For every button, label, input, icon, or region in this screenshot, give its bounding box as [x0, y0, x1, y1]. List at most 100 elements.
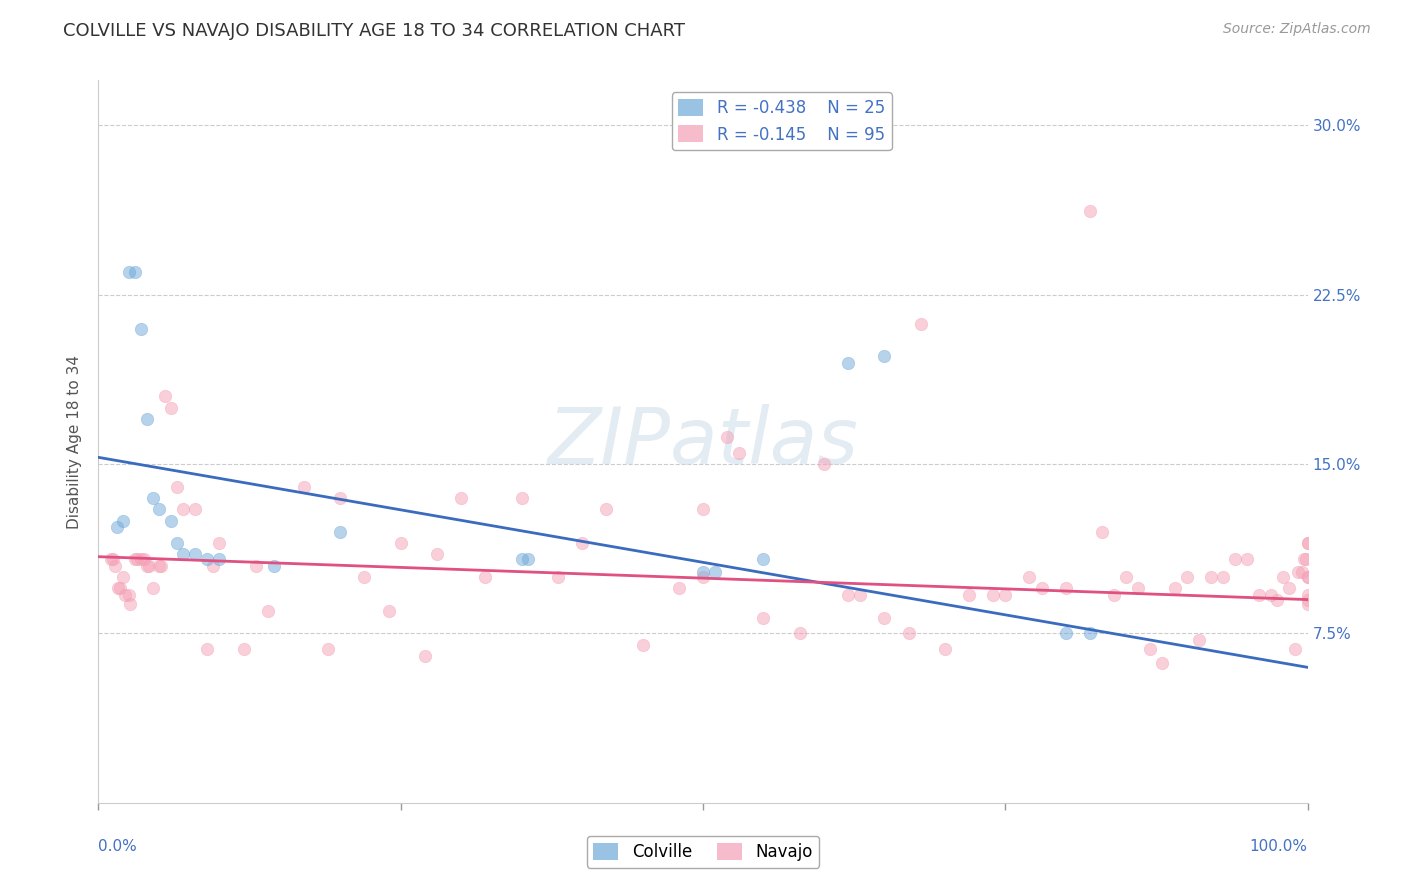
Point — [1115, 570, 1137, 584]
Point — [166, 536, 188, 550]
Point — [263, 558, 285, 573]
Point — [100, 552, 122, 566]
Point — [129, 321, 152, 335]
Point — [1296, 570, 1319, 584]
Point — [148, 558, 170, 573]
Point — [752, 552, 775, 566]
Point — [353, 570, 375, 584]
Point — [1018, 570, 1040, 584]
Point — [389, 536, 412, 550]
Point — [1078, 626, 1101, 640]
Point — [1031, 582, 1053, 596]
Point — [849, 588, 872, 602]
Point — [692, 566, 714, 580]
Point — [195, 642, 218, 657]
Point — [118, 265, 141, 279]
Point — [1295, 552, 1317, 566]
Point — [1152, 656, 1174, 670]
Point — [108, 582, 131, 596]
Point — [752, 610, 775, 624]
Point — [1291, 566, 1313, 580]
Legend: Colville, Navajo: Colville, Navajo — [586, 836, 820, 868]
Point — [516, 552, 538, 566]
Point — [329, 524, 352, 539]
Point — [124, 552, 146, 566]
Point — [813, 457, 835, 471]
Point — [292, 480, 315, 494]
Point — [124, 265, 146, 279]
Point — [329, 491, 352, 505]
Point — [166, 480, 188, 494]
Point — [1054, 582, 1077, 596]
Point — [595, 502, 617, 516]
Point — [873, 349, 896, 363]
Point — [716, 430, 738, 444]
Point — [195, 552, 218, 566]
Point — [129, 552, 152, 566]
Point — [1139, 642, 1161, 657]
Point — [160, 514, 183, 528]
Point — [837, 588, 859, 602]
Point — [104, 558, 127, 573]
Point — [1296, 597, 1319, 611]
Point — [135, 412, 157, 426]
Point — [1278, 582, 1301, 596]
Point — [101, 552, 124, 566]
Point — [631, 638, 654, 652]
Text: 100.0%: 100.0% — [1250, 838, 1308, 854]
Point — [450, 491, 472, 505]
Point — [377, 604, 399, 618]
Point — [107, 582, 129, 596]
Point — [1272, 570, 1295, 584]
Point — [1102, 588, 1125, 602]
Point — [1223, 552, 1246, 566]
Point — [111, 514, 134, 528]
Point — [1284, 642, 1306, 657]
Point — [934, 642, 956, 657]
Point — [426, 548, 449, 562]
Point — [172, 548, 194, 562]
Point — [789, 626, 811, 640]
Point — [1054, 626, 1077, 640]
Point — [981, 588, 1004, 602]
Point — [704, 566, 727, 580]
Point — [474, 570, 496, 584]
Point — [897, 626, 920, 640]
Point — [1286, 566, 1309, 580]
Point — [172, 502, 194, 516]
Point — [873, 610, 896, 624]
Point — [114, 588, 136, 602]
Point — [1249, 588, 1271, 602]
Point — [1260, 588, 1282, 602]
Point — [118, 588, 141, 602]
Point — [1296, 536, 1319, 550]
Point — [232, 642, 254, 657]
Text: ZIPatlas: ZIPatlas — [547, 403, 859, 480]
Point — [127, 552, 149, 566]
Text: Source: ZipAtlas.com: Source: ZipAtlas.com — [1223, 22, 1371, 37]
Point — [105, 520, 128, 534]
Point — [202, 558, 225, 573]
Point — [547, 570, 569, 584]
Legend: R = -0.438    N = 25, R = -0.145    N = 95: R = -0.438 N = 25, R = -0.145 N = 95 — [672, 92, 891, 150]
Point — [111, 570, 134, 584]
Point — [571, 536, 593, 550]
Point — [957, 588, 980, 602]
Point — [1091, 524, 1114, 539]
Point — [1188, 633, 1211, 648]
Point — [135, 558, 157, 573]
Point — [910, 317, 932, 331]
Point — [728, 446, 751, 460]
Y-axis label: Disability Age 18 to 34: Disability Age 18 to 34 — [67, 354, 83, 529]
Point — [692, 502, 714, 516]
Point — [184, 548, 207, 562]
Point — [413, 648, 436, 663]
Point — [150, 558, 173, 573]
Point — [1267, 592, 1289, 607]
Point — [138, 558, 160, 573]
Point — [245, 558, 267, 573]
Point — [208, 536, 231, 550]
Point — [160, 401, 183, 415]
Point — [184, 502, 207, 516]
Text: COLVILLE VS NAVAJO DISABILITY AGE 18 TO 34 CORRELATION CHART: COLVILLE VS NAVAJO DISABILITY AGE 18 TO … — [63, 22, 685, 40]
